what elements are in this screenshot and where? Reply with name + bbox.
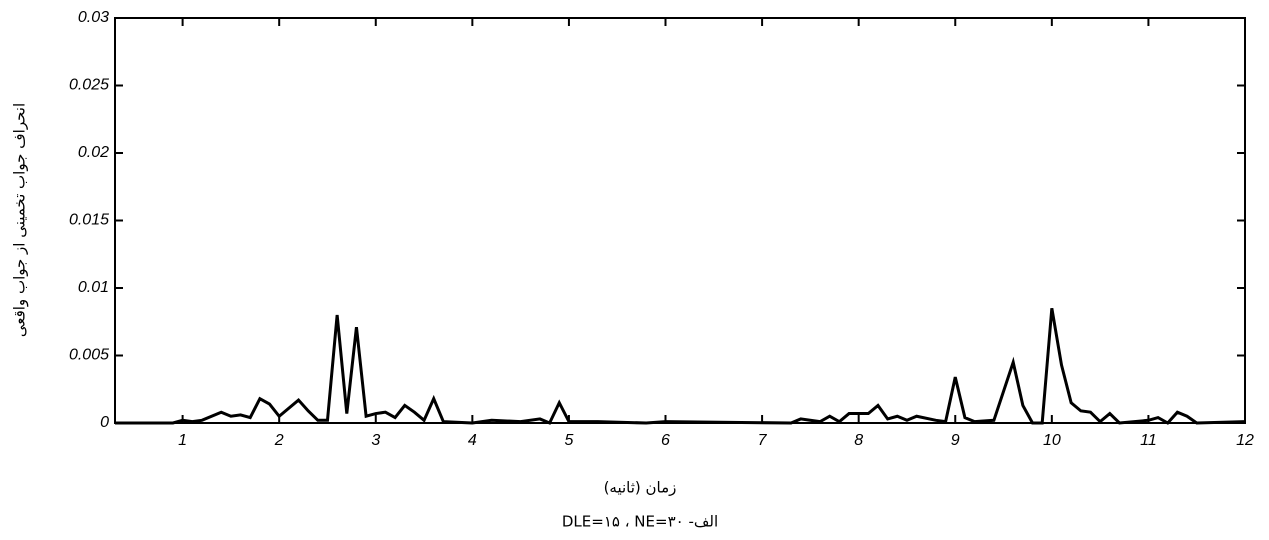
x-tick-label: 3 [371, 432, 380, 449]
y-tick-label: 0.02 [78, 144, 109, 161]
x-tick-label: 11 [1140, 432, 1157, 449]
y-tick-label: 0.03 [78, 9, 109, 26]
x-tick-label: 2 [274, 432, 284, 449]
x-tick-label: 8 [854, 432, 863, 449]
y-tick-label: 0.01 [78, 279, 109, 296]
data-line [115, 307, 1246, 425]
x-tick-label: 12 [1236, 432, 1254, 449]
y-axis-label: انحراف جواب تخمینی از جواب واقعی [11, 103, 29, 337]
x-tick-label: 7 [758, 432, 768, 449]
x-tick-label: 10 [1043, 432, 1061, 449]
x-tick-label: 9 [951, 432, 960, 449]
x-tick-label: 1 [178, 432, 187, 449]
y-tick-label: 0 [100, 414, 109, 431]
y-tick-label: 0.005 [69, 347, 109, 364]
plot-frame [114, 17, 1246, 424]
x-tick-label: 5 [564, 432, 573, 449]
caption: الف- DLE=۱۵ ، NE=۳۰ [562, 513, 718, 531]
x-tick-label: 6 [661, 432, 670, 449]
y-tick-label: 0.015 [69, 212, 109, 229]
x-axis-label: زمان (ثانیه) [604, 479, 677, 497]
y-tick-label: 0.025 [69, 77, 109, 94]
x-tick-label: 4 [468, 432, 477, 449]
